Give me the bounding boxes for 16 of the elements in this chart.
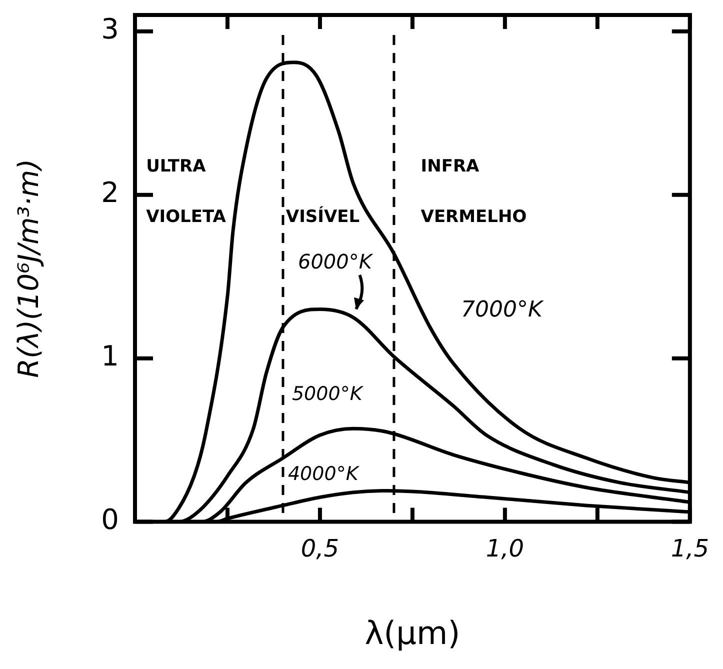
y-tick-label: 2: [101, 176, 119, 210]
series-label: 4000°K: [288, 463, 360, 486]
y-axis-title: R(λ)(10⁶J/m³·m): [12, 158, 46, 378]
x-tick-label: 0,5: [300, 534, 340, 562]
y-tick-label: 3: [101, 12, 119, 46]
annotation: VISÍVEL: [286, 206, 360, 228]
series-label: 6000°K: [298, 249, 374, 274]
y-tick-label: 1: [101, 340, 119, 373]
series-label: 5000°K: [292, 383, 364, 406]
text: INFRA VERMELHO: [420, 156, 527, 228]
series-label: 7000°K: [460, 298, 544, 323]
text: ULTRA VIOLETA: [146, 156, 226, 228]
x-axis-title: λ(μm): [364, 614, 460, 652]
x-tick-label: 1,5: [670, 534, 709, 562]
x-tick-label: 1,0: [486, 534, 524, 562]
y-tick-label: 0: [101, 503, 119, 536]
